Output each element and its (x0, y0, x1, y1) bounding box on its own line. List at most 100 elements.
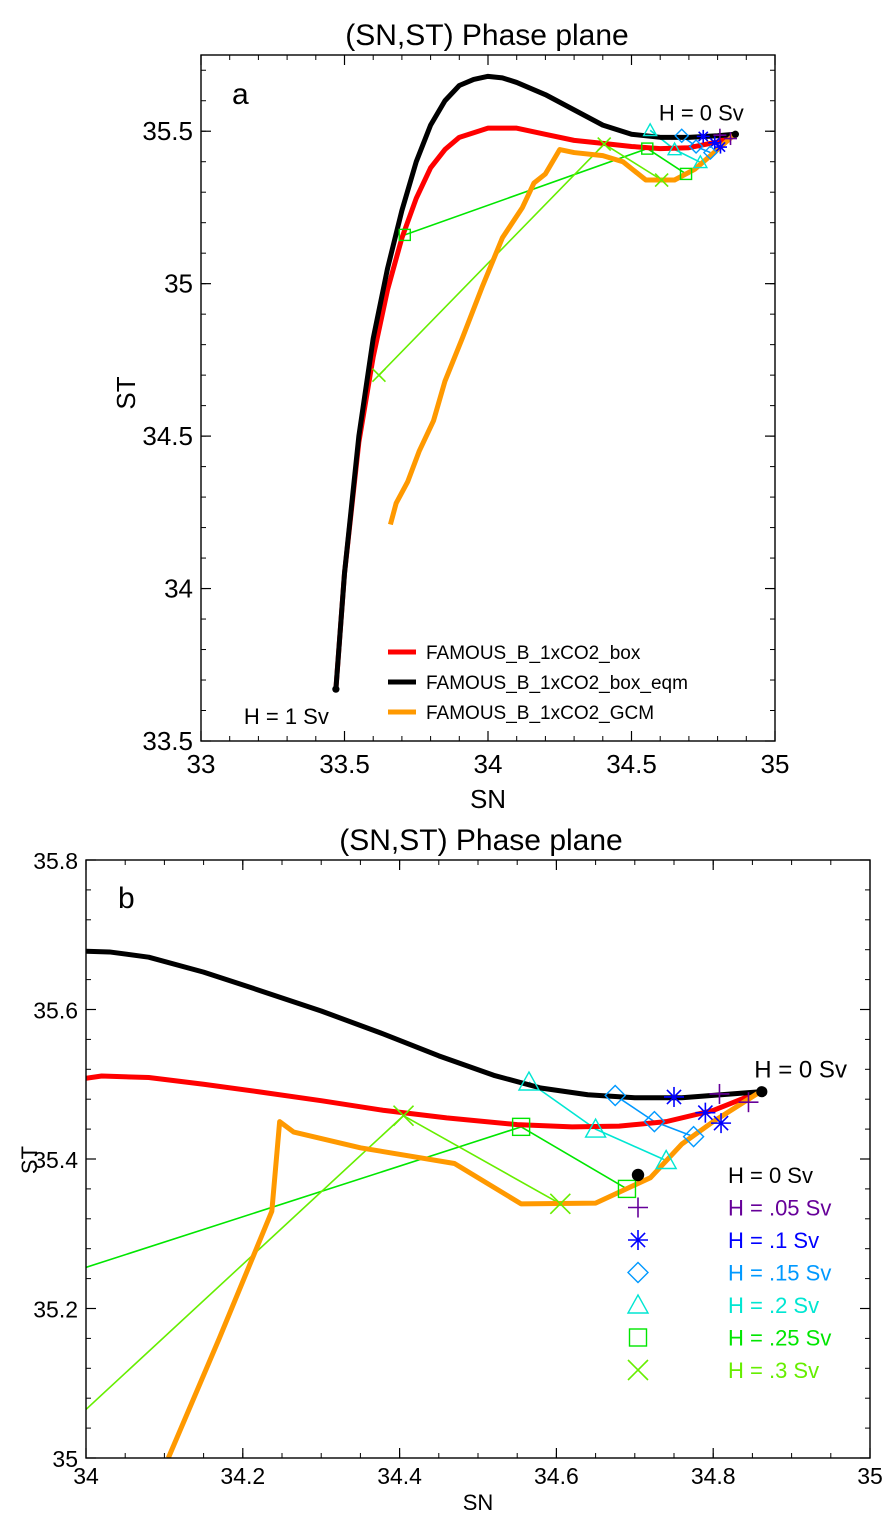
annotation-h-1-sv: H = 1 Sv (244, 704, 329, 729)
legend-marker-triangle (626, 1293, 650, 1314)
marker-square-0 (398, 228, 411, 242)
y-tick-label: 35.5 (142, 116, 193, 146)
marker-group-asterisk (696, 129, 727, 154)
marker-diamond-0 (604, 1084, 627, 1107)
marker-asterisk-2 (713, 140, 727, 154)
annotation-h-0-sv: H = 0 Sv (754, 1057, 847, 1084)
panel-b-plot-area: 34 34.2 34.4 34.6 34.8 35 35 35.2 35.4 35.6 35.8 H … (33, 848, 883, 1489)
panel-b-title: (SN,ST) Phase plane (339, 824, 622, 857)
marker-square-1 (641, 142, 654, 155)
marker-diamond-1 (688, 138, 704, 154)
legend-marker-square (628, 1328, 648, 1347)
marker-group-dot (332, 130, 740, 693)
x-tick-label: 34.4 (377, 1463, 422, 1489)
series-line-famous-b-1xco2-box (86, 1073, 762, 1130)
series-line-famous-b-1xco2-box (333, 125, 736, 690)
y-tick-label: 34 (164, 574, 193, 604)
marker-dot-0 (731, 130, 740, 138)
x-tick-label: 34.2 (220, 1463, 265, 1489)
annotation-h-0-sv: H = 0 Sv (659, 100, 744, 125)
series-line-h-3-sv (378, 143, 663, 376)
marker-plus-0 (713, 128, 727, 142)
marker-diamond-2 (682, 1125, 705, 1148)
marker-triangle-0 (517, 1070, 541, 1091)
y-tick-label: 35.8 (33, 848, 78, 874)
marker-x-0 (392, 1105, 415, 1127)
marker-x-1 (597, 136, 612, 152)
y-tick-label: 35 (52, 1446, 78, 1472)
plot-inner (86, 948, 768, 1458)
marker-asterisk-1-ray (697, 1105, 713, 1121)
legend-marker-plus (628, 1197, 648, 1218)
marker-group-triangle (517, 1070, 678, 1170)
x-tick-label: 33.5 (319, 749, 370, 779)
marker-group-square (511, 1117, 637, 1199)
marker-triangle-2 (692, 154, 709, 169)
legend-label-h-25-sv: H = .25 Sv (728, 1326, 831, 1351)
marker-triangle-1 (584, 1117, 607, 1138)
y-tick-label: 35.4 (33, 1147, 78, 1173)
panel-a-x-label: SN (470, 784, 506, 814)
legend-label-h-05-sv: H = .05 Sv (728, 1196, 831, 1221)
x-tick-label: 34.6 (534, 1463, 579, 1489)
legend-marker-x (627, 1359, 649, 1381)
marker-plus-0 (709, 1083, 730, 1104)
series-line-h-25-sv (404, 147, 687, 236)
marker-asterisk-2-ray (715, 141, 726, 153)
marker-x-1 (549, 1193, 571, 1215)
marker-group-plus (709, 1083, 759, 1113)
series-line-h-3-sv (86, 1114, 561, 1410)
marker-group-dot (756, 1086, 768, 1098)
marker-x-1-b (597, 136, 612, 152)
x-tick-label: 34.5 (606, 749, 657, 779)
legend-marker-diamond (627, 1261, 649, 1284)
legend-label-h-2-sv: H = .2 Sv (728, 1293, 819, 1318)
y-tick-label: 35.6 (33, 998, 78, 1024)
y-tick-label: 34.5 (142, 421, 193, 451)
y-tick-label: 35 (164, 269, 193, 299)
marker-x-0-b (392, 1105, 415, 1127)
legend-label-h-0-sv: H = 0 Sv (728, 1163, 813, 1188)
marker-square-0 (511, 1117, 531, 1137)
marker-asterisk-0 (696, 129, 710, 143)
marker-dot-0 (756, 1086, 768, 1098)
legend-marker-x-b (627, 1359, 649, 1381)
marker-plus-1 (724, 132, 738, 146)
panel-a-title: (SN,ST) Phase plane (345, 19, 628, 52)
series-line-famous-b-1xco2-gcm (166, 1089, 762, 1458)
legend-label-h-3-sv: H = .3 Sv (728, 1358, 819, 1383)
marker-asterisk-0 (664, 1086, 684, 1107)
series-line-famous-b-1xco2-box-eqm (86, 948, 761, 1101)
x-tick-label: 33 (187, 749, 216, 779)
legend-label-famous-b-1xco2-gcm: FAMOUS_B_1xCO2_GCM (426, 703, 654, 724)
panel-b-y-label: ST (17, 1146, 42, 1174)
series-line-famous-b-1xco2-gcm (388, 132, 737, 526)
marker-asterisk-1 (695, 1102, 716, 1123)
y-tick-label: 33.5 (142, 726, 193, 756)
marker-group-diamond (604, 1084, 705, 1148)
marker-group-x (392, 1105, 571, 1215)
panel-a-legend: FAMOUS_B_1xCO2_box FAMOUS_B_1xCO2_box_eqm… (388, 643, 688, 724)
marker-triangle-1 (666, 141, 683, 156)
panel-a-label: a (232, 78, 249, 111)
legend-marker-asterisk (628, 1230, 648, 1250)
legend-label-h-15-sv: H = .15 Sv (728, 1261, 831, 1286)
marker-diamond-2 (702, 145, 718, 161)
marker-x-2-b (654, 172, 669, 188)
marker-x-2 (654, 172, 669, 188)
panel-b-legend: H = 0 Sv H = .05 Sv H = .1 Sv H = .15 Sv H =… (626, 1163, 831, 1383)
legend-label-famous-b-1xco2-box-eqm: FAMOUS_B_1xCO2_box_eqm (426, 673, 688, 694)
x-tick-label: 35 (857, 1463, 883, 1489)
marker-triangle-0 (642, 122, 658, 137)
marker-diamond-0 (674, 128, 690, 144)
panel-b-label: b (118, 882, 135, 915)
x-tick-label: 34.8 (691, 1463, 736, 1489)
panel-a-y-label: ST (111, 376, 141, 409)
panel-b-x-label: SN (463, 1490, 494, 1515)
marker-triangle-2 (654, 1149, 678, 1170)
marker-asterisk-1-ray (709, 137, 720, 148)
legend-label-h-1-sv: H = .1 Sv (728, 1228, 819, 1253)
marker-dot-1 (332, 685, 340, 693)
marker-group-asterisk (664, 1086, 732, 1134)
